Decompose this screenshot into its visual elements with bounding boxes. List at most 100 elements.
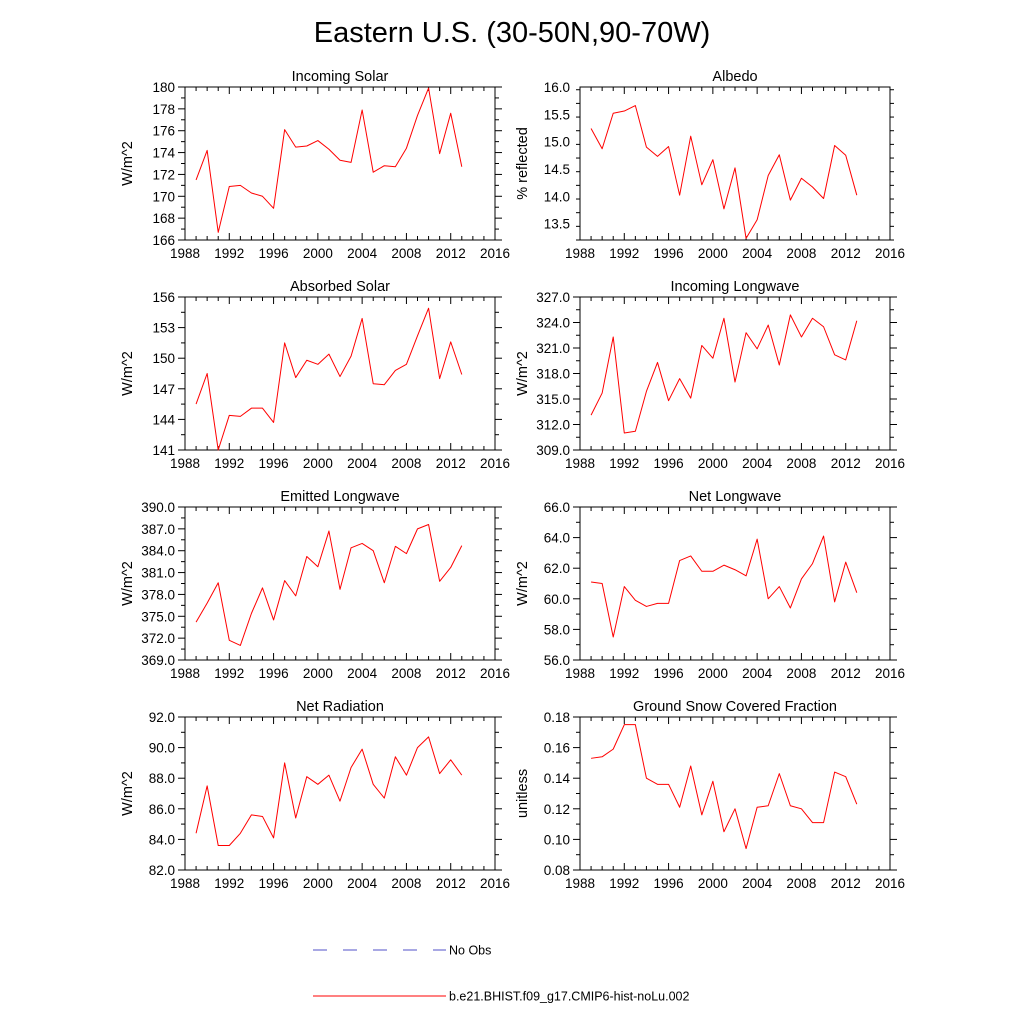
x-tick-label: 2000 (303, 666, 333, 681)
x-tick-label: 1992 (214, 666, 244, 681)
panel-title: Net Longwave (689, 489, 782, 505)
y-tick-label: 168 (152, 211, 175, 226)
y-tick-label: 312.0 (536, 418, 570, 433)
x-tick-label: 2004 (742, 876, 773, 891)
chart-panel-6: Net Radiation W/m^2 1988 1992 1996 2000 2004 20… (120, 699, 510, 891)
y-tick-label: 16.0 (544, 80, 570, 95)
x-tick-label: 2000 (698, 876, 728, 891)
x-tick-label: 2008 (391, 456, 421, 471)
x-tick-label: 1988 (565, 456, 595, 471)
y-tick-label: 172 (152, 167, 175, 182)
y-tick-label: 15.0 (544, 135, 570, 150)
y-tick-label: 176 (152, 124, 175, 139)
x-tick-label: 2004 (347, 246, 378, 261)
x-tick-label: 1996 (654, 246, 684, 261)
y-tick-label: 82.0 (149, 863, 175, 878)
y-tick-label: 15.5 (544, 107, 570, 122)
y-tick-label: 64.0 (544, 531, 570, 546)
x-tick-label: 1996 (259, 876, 289, 891)
chart-panel-0: Incoming Solar W/m^2 1988 1992 1996 2000 2004 2… (120, 69, 510, 261)
chart-panel-2: Absorbed Solar W/m^2 1988 1992 1996 2000 2004 2… (120, 279, 510, 471)
y-tick-label: 327.0 (536, 290, 570, 305)
chart-panel-3: Incoming Longwave W/m^2 1988 1992 1996 2000 20… (515, 279, 905, 471)
x-tick-label: 1992 (609, 456, 639, 471)
y-tick-label: 66.0 (544, 500, 570, 515)
series-line (591, 535, 858, 638)
x-tick-label: 1996 (259, 666, 289, 681)
legend-label-no-obs: No Obs (449, 944, 491, 958)
x-tick-label: 1996 (259, 456, 289, 471)
y-tick-label: 318.0 (536, 367, 570, 382)
y-tick-label: 0.18 (544, 710, 570, 725)
x-tick-label: 2012 (831, 456, 861, 471)
series-line (591, 724, 858, 850)
plot-frame (579, 506, 891, 661)
y-tick-label: 0.14 (544, 771, 571, 786)
y-axis-label: unitless (515, 769, 531, 818)
chart-panel-1: Albedo % reflected 1988 1992 1996 2000 2004 200… (515, 69, 905, 261)
y-tick-label: 0.10 (544, 832, 570, 847)
y-tick-label: 0.08 (544, 863, 570, 878)
y-tick-label: 92.0 (149, 710, 175, 725)
x-tick-label: 2012 (831, 666, 861, 681)
x-tick-label: 1988 (170, 456, 200, 471)
y-tick-label: 178 (152, 102, 175, 117)
y-tick-label: 90.0 (149, 741, 175, 756)
series-line (590, 314, 858, 434)
x-tick-label: 2008 (391, 876, 421, 891)
panel-title: Incoming Solar (292, 69, 389, 85)
x-tick-label: 1992 (214, 876, 244, 891)
y-tick-label: 0.12 (544, 802, 570, 817)
plot-frame (579, 716, 891, 871)
y-tick-label: 180 (152, 80, 175, 95)
y-axis-label: W/m^2 (120, 561, 136, 606)
x-tick-label: 2008 (786, 246, 816, 261)
x-tick-label: 1988 (170, 666, 200, 681)
x-tick-label: 2016 (875, 246, 905, 261)
y-axis-label: % reflected (515, 127, 531, 200)
y-tick-label: 147 (152, 382, 175, 397)
x-tick-label: 2012 (831, 876, 861, 891)
y-tick-label: 156 (152, 290, 175, 305)
x-tick-label: 2004 (347, 876, 378, 891)
y-tick-label: 324.0 (536, 316, 570, 331)
y-tick-label: 315.0 (536, 392, 570, 407)
x-tick-label: 2016 (875, 666, 905, 681)
x-tick-label: 2012 (831, 246, 861, 261)
panel-title: Albedo (712, 69, 757, 85)
y-tick-label: 378.0 (141, 587, 175, 602)
x-tick-label: 2000 (303, 246, 333, 261)
plot-frame (184, 296, 496, 451)
y-tick-label: 372.0 (141, 631, 175, 646)
x-tick-label: 1996 (654, 876, 684, 891)
x-tick-label: 1988 (565, 246, 595, 261)
x-tick-label: 1996 (259, 246, 289, 261)
x-tick-label: 2004 (742, 246, 773, 261)
y-tick-label: 166 (152, 233, 175, 248)
y-tick-label: 84.0 (149, 832, 175, 847)
x-tick-label: 2012 (436, 876, 466, 891)
y-tick-label: 0.16 (544, 741, 570, 756)
x-tick-label: 2000 (698, 456, 728, 471)
legend-label-model: b.e21.BHIST.f09_g17.CMIP6-hist-noLu.002 (449, 990, 689, 1004)
x-tick-label: 2016 (875, 456, 905, 471)
x-tick-label: 1996 (654, 456, 684, 471)
y-tick-label: 387.0 (141, 522, 175, 537)
x-tick-label: 2004 (347, 456, 378, 471)
x-tick-label: 2000 (303, 456, 333, 471)
x-tick-label: 1992 (609, 246, 639, 261)
x-tick-label: 2004 (347, 666, 378, 681)
legend: No Obs b.e21.BHIST.f09_g17.CMIP6-hist-no… (313, 944, 689, 1004)
y-tick-label: 390.0 (141, 500, 175, 515)
y-tick-label: 62.0 (544, 561, 570, 576)
y-tick-label: 375.0 (141, 609, 175, 624)
y-tick-label: 141 (152, 443, 175, 458)
plot-frame (184, 86, 496, 241)
x-tick-label: 2016 (480, 246, 510, 261)
x-tick-label: 1988 (170, 246, 200, 261)
x-tick-label: 1992 (609, 666, 639, 681)
y-tick-label: 309.0 (536, 443, 570, 458)
x-tick-label: 1992 (609, 876, 639, 891)
x-tick-label: 2012 (436, 246, 466, 261)
